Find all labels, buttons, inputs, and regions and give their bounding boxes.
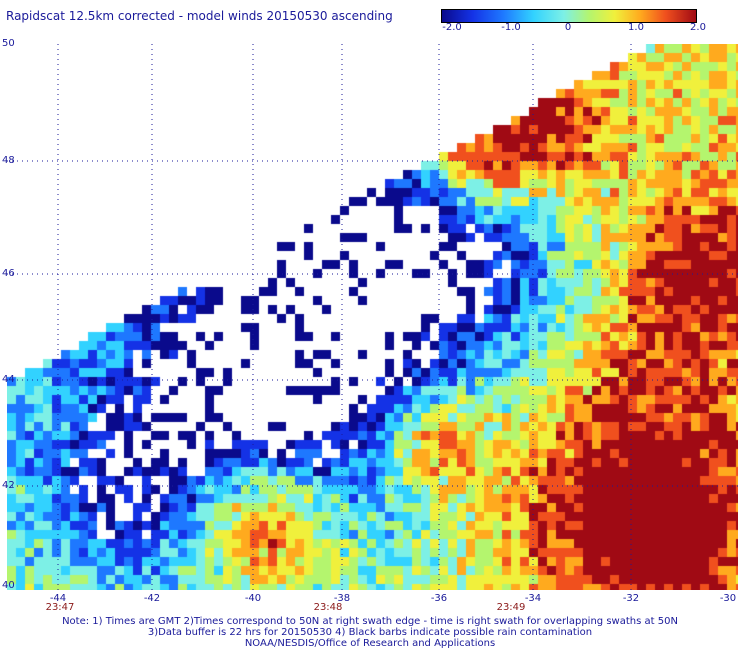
- footnote-credit: NOAA/NESDIS/Office of Research and Appli…: [244, 638, 496, 649]
- lat-label-40: 40: [2, 580, 15, 591]
- wind-difference-swath: [7, 44, 738, 590]
- colorbar: [441, 9, 697, 23]
- swath-time-label: 23:49: [496, 602, 526, 613]
- lon-label-36: -36: [430, 593, 448, 604]
- lat-label-44: 44: [2, 374, 15, 385]
- lon-label-34: -34: [524, 593, 542, 604]
- lat-label-48: 48: [2, 155, 15, 166]
- lat-label-42: 42: [2, 480, 15, 491]
- colorbar-label-zero: 0: [564, 22, 572, 33]
- lon-label-30: -30: [719, 593, 737, 604]
- footnote-line-2: 3)Data buffer is 22 hrs for 20150530 4) …: [147, 627, 593, 638]
- swath-time-label: 23:47: [45, 602, 75, 613]
- colorbar-label-max: 2.0: [690, 22, 706, 33]
- colorbar-label-neg1: -1.0: [501, 22, 521, 33]
- colorbar-label-pos1: 1.0: [628, 22, 644, 33]
- swath-time-label: 23:48: [313, 602, 343, 613]
- map-title: Rapidscat 12.5km corrected - model winds…: [6, 9, 393, 23]
- lon-label-44: -44: [49, 593, 67, 604]
- lat-label-46: 46: [2, 268, 15, 279]
- lon-label-38: -38: [333, 593, 351, 604]
- map-frame: [7, 44, 738, 590]
- lon-label-42: -42: [143, 593, 161, 604]
- lon-label-40: -40: [244, 593, 262, 604]
- graticule: [7, 44, 738, 590]
- lon-label-32: -32: [622, 593, 640, 604]
- footnote-line-1: Note: 1) Times are GMT 2)Times correspon…: [62, 616, 678, 627]
- colorbar-label-min: -2.0: [442, 22, 462, 33]
- lat-label-50: 50: [2, 38, 15, 49]
